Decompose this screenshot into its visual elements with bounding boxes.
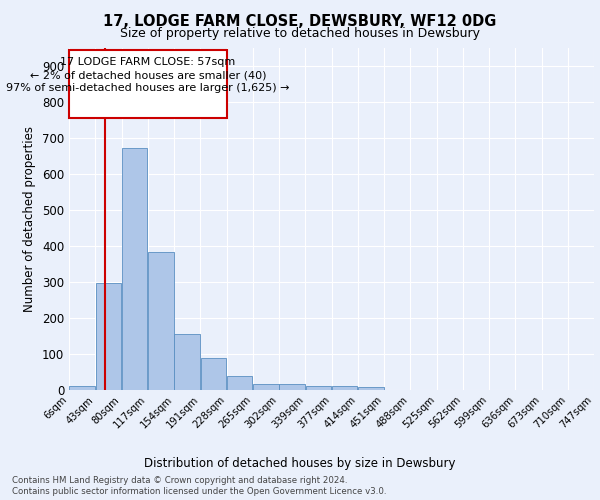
Bar bbox=[358, 387, 383, 390]
Text: ← 2% of detached houses are smaller (40): ← 2% of detached houses are smaller (40) bbox=[29, 70, 266, 80]
Bar bbox=[200, 358, 226, 390]
Text: 17, LODGE FARM CLOSE, DEWSBURY, WF12 0DG: 17, LODGE FARM CLOSE, DEWSBURY, WF12 0DG bbox=[103, 14, 497, 29]
Bar bbox=[70, 386, 95, 390]
Bar bbox=[175, 334, 200, 390]
Bar bbox=[280, 384, 305, 390]
Text: Contains public sector information licensed under the Open Government Licence v3: Contains public sector information licen… bbox=[12, 487, 386, 496]
Y-axis label: Number of detached properties: Number of detached properties bbox=[23, 126, 37, 312]
Text: 97% of semi-detached houses are larger (1,625) →: 97% of semi-detached houses are larger (… bbox=[6, 83, 290, 93]
Text: Distribution of detached houses by size in Dewsbury: Distribution of detached houses by size … bbox=[144, 458, 456, 470]
Bar bbox=[122, 148, 148, 390]
Text: 17 LODGE FARM CLOSE: 57sqm: 17 LODGE FARM CLOSE: 57sqm bbox=[60, 57, 235, 67]
Bar bbox=[227, 376, 253, 390]
Bar bbox=[148, 252, 173, 390]
Text: Contains HM Land Registry data © Crown copyright and database right 2024.: Contains HM Land Registry data © Crown c… bbox=[12, 476, 347, 485]
Bar bbox=[253, 384, 278, 390]
FancyBboxPatch shape bbox=[69, 50, 227, 118]
Bar bbox=[332, 386, 358, 390]
Text: Size of property relative to detached houses in Dewsbury: Size of property relative to detached ho… bbox=[120, 28, 480, 40]
Bar bbox=[95, 283, 121, 390]
Bar bbox=[305, 386, 331, 390]
